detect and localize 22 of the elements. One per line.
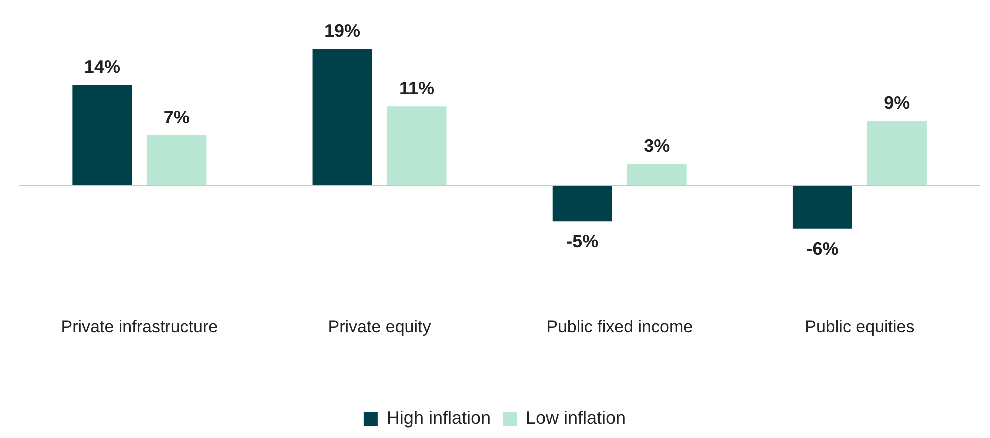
bar	[627, 164, 687, 186]
data-label: 7%	[164, 107, 190, 128]
bar	[147, 135, 207, 186]
bar	[792, 186, 853, 229]
x-tick-label: Private equity	[328, 317, 432, 336]
data-label: 3%	[644, 136, 670, 156]
x-tick-label: Private infrastructure	[61, 317, 218, 336]
data-label: 11%	[399, 78, 434, 99]
data-label: 9%	[884, 93, 910, 114]
bar	[867, 121, 927, 186]
data-label: -5%	[566, 232, 599, 252]
bar	[552, 186, 612, 222]
data-label: -6%	[806, 238, 839, 259]
data-label: 14%	[84, 57, 120, 78]
bar	[72, 85, 132, 186]
bar	[387, 106, 447, 186]
legend-label: High inflation	[386, 408, 491, 428]
x-tick-label: Public fixed income	[546, 317, 694, 336]
data-label: 19%	[324, 21, 361, 42]
legend-label: Low inflation	[526, 408, 626, 428]
x-tick-label: Public equities	[805, 317, 915, 336]
bar	[312, 49, 372, 186]
